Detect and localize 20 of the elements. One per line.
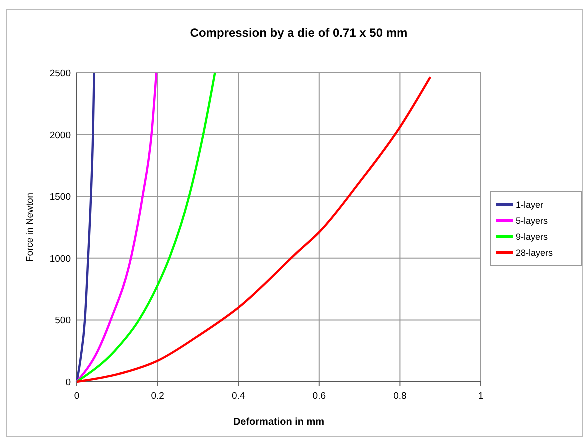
y-tick-label: 500 [55, 316, 71, 327]
x-tick-label: 0.6 [312, 391, 326, 402]
x-tick-label: 0.8 [394, 391, 407, 402]
legend-label: 28-layers [516, 248, 554, 258]
y-tick-label: 2500 [50, 68, 71, 80]
legend-label: 9-layers [516, 232, 549, 242]
chart-title: Compression by a die of 0.71 x 50 mm [190, 26, 408, 40]
y-tick-label: 2000 [50, 130, 71, 142]
x-tick-label: 0.4 [232, 391, 246, 402]
y-tick-label: 1500 [50, 192, 71, 204]
y-tick-label: 1000 [50, 254, 71, 265]
line-series [76, 76, 432, 384]
x-tick-label: 1 [478, 391, 484, 402]
legend-label: 5-layers [516, 216, 549, 226]
y-tick-label: 0 [66, 378, 71, 388]
x-tick-label: 0.2 [151, 391, 164, 402]
x-tick-label: 0 [74, 391, 80, 402]
legend-label: 1-layer [516, 200, 544, 210]
y-axis-title: Force in Newton [25, 192, 36, 262]
x-axis-title: Deformation in mm [233, 417, 325, 428]
